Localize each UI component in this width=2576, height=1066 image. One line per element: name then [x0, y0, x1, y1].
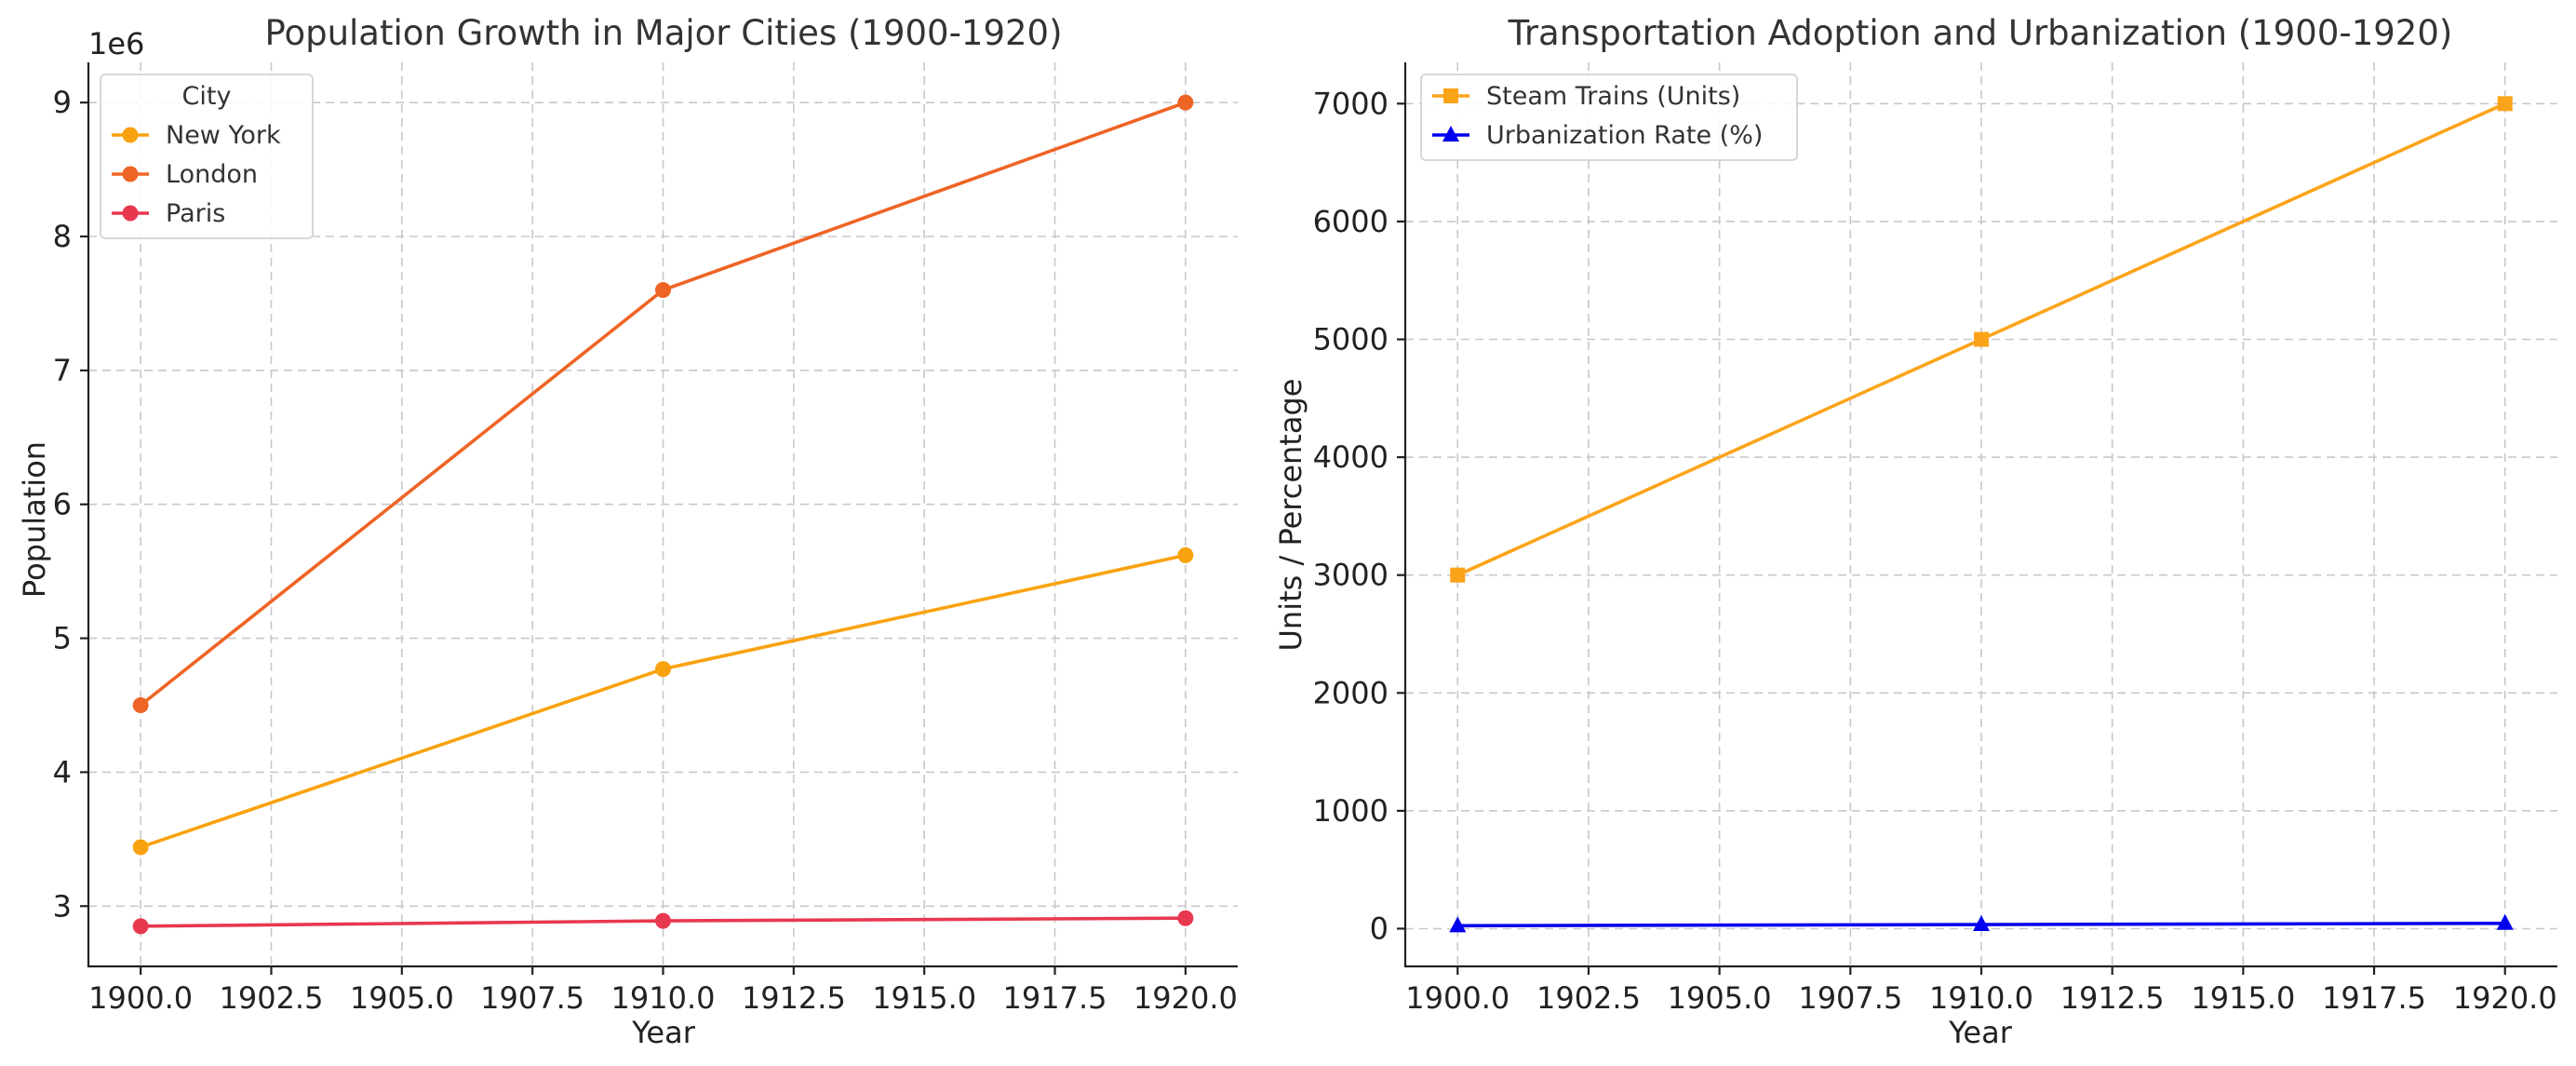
population-chart-legend-title: City — [182, 82, 232, 111]
population-chart-axis-spines — [87, 62, 1238, 968]
population-chart-ytick-label: 6 — [53, 487, 72, 522]
transportation-chart-ylabel: Units / Percentage — [1273, 379, 1308, 652]
population-chart-ytick-label: 7 — [53, 353, 72, 388]
population-chart-axes: 1900.0 1902.5 1905.0 1907.5 1910.0 1912.5 1915… — [53, 62, 1238, 1016]
transportation-chart-axis-spines — [1403, 62, 2557, 968]
transportation-chart-xtick-label: 1915.0 — [2191, 980, 2295, 1016]
population-chart-xtick-label: 1905.0 — [350, 980, 454, 1016]
population-chart-legend-marker — [122, 166, 139, 182]
transportation-chart-ytick-label: 4000 — [1313, 439, 1389, 475]
population-chart-xtick-label: 1912.5 — [742, 980, 846, 1016]
transportation-chart-ytick-label: 5000 — [1313, 322, 1389, 358]
population-chart-ylabel: Population — [17, 441, 52, 598]
transportation-chart-ytick-label: 3000 — [1313, 558, 1389, 593]
transportation-chart-axes: 1900.0 1902.5 1905.0 1907.5 1910.0 1912.5 1915… — [1313, 62, 2557, 1016]
population-chart-ytick-label: 5 — [53, 621, 72, 656]
population-chart: Population Growth in Major Cities (1900-… — [17, 13, 1238, 1050]
population-chart-legend-marker — [122, 127, 139, 143]
transportation-chart-series-steam-trains-units — [1450, 96, 2513, 583]
transportation-chart-legend-box — [1420, 74, 1798, 161]
population-chart-series-london — [132, 94, 1194, 713]
transportation-chart-ytick-label: 1000 — [1313, 793, 1389, 829]
transportation-chart-legend-label: Steam Trains (Units) — [1486, 82, 1740, 111]
transportation-chart-xtick-label: 1910.0 — [1929, 980, 2033, 1016]
population-chart-xtick-label: 1900.0 — [88, 980, 193, 1016]
population-chart-series — [132, 94, 1194, 935]
transportation-chart-point-steam-trains-units — [1974, 331, 1989, 347]
population-chart-legend-item-london: London — [112, 160, 258, 189]
transportation-chart-legend-marker — [1442, 126, 1459, 142]
population-chart-ytick-label: 8 — [53, 219, 72, 254]
population-chart-ytick-label: 4 — [53, 754, 72, 789]
population-chart-legend-box — [100, 74, 314, 239]
population-chart-point-new-york — [132, 839, 149, 856]
transportation-chart-point-steam-trains-units — [1450, 567, 1466, 583]
transportation-chart-legend-label: Urbanization Rate (%) — [1486, 121, 1763, 150]
population-chart-point-london — [132, 696, 149, 713]
population-chart-point-new-york — [655, 661, 671, 678]
transportation-chart-xtick-label: 1917.5 — [2322, 980, 2426, 1016]
transportation-chart-title: Transportation Adoption and Urbanization… — [1508, 13, 2453, 53]
population-chart-series-paris — [132, 910, 1194, 935]
transportation-chart-series-urbanization-rate — [1449, 913, 2514, 933]
transportation-chart-grid — [1405, 62, 2557, 966]
transportation-chart-xtick-label: 1900.0 — [1405, 980, 1509, 1016]
population-chart-xlabel: Year — [631, 1015, 696, 1050]
population-chart-point-paris — [1177, 910, 1194, 926]
population-chart-point-paris — [655, 912, 671, 929]
population-chart-legend-label: Paris — [166, 199, 225, 228]
population-chart-grid — [88, 62, 1238, 966]
population-chart-point-paris — [132, 918, 149, 935]
population-chart-series-new-york — [132, 546, 1194, 856]
population-chart-point-london — [1177, 94, 1194, 111]
transportation-chart-series — [1449, 96, 2514, 933]
transportation-chart-ytick-label: 7000 — [1313, 86, 1389, 121]
transportation-chart-point-steam-trains-units — [2497, 96, 2513, 112]
population-chart-legend-label: New York — [166, 121, 281, 150]
population-chart-title: Population Growth in Major Cities (1900-… — [264, 13, 1062, 53]
population-chart-offset-text: 1e6 — [88, 26, 144, 61]
population-chart-legend-item-paris: Paris — [112, 199, 225, 228]
population-chart-xtick-label: 1917.5 — [1003, 980, 1107, 1016]
population-chart-legend: City New York London Paris — [100, 74, 314, 239]
transportation-chart-legend-marker — [1443, 88, 1458, 103]
population-chart-xtick-label: 1915.0 — [872, 980, 976, 1016]
transportation-chart-legend: Steam Trains (Units) Urbanization Rate (%… — [1420, 74, 1798, 161]
population-chart-ytick-label: 3 — [53, 888, 72, 924]
transportation-chart-ytick-label: 0 — [1370, 911, 1389, 946]
population-chart-xtick-label: 1920.0 — [1134, 980, 1238, 1016]
population-chart-legend-label: London — [166, 160, 258, 189]
population-chart-point-new-york — [1177, 546, 1194, 563]
transportation-chart-xtick-label: 1907.5 — [1798, 980, 1902, 1016]
transportation-chart-xtick-label: 1920.0 — [2453, 980, 2557, 1016]
population-chart-xtick-label: 1907.5 — [480, 980, 584, 1016]
population-chart-legend-marker — [122, 205, 139, 222]
transportation-chart-ytick-label: 6000 — [1313, 204, 1389, 239]
population-chart-xtick-label: 1902.5 — [219, 980, 323, 1016]
transportation-chart-xtick-label: 1912.5 — [2060, 980, 2165, 1016]
population-chart-xtick-label: 1910.0 — [611, 980, 716, 1016]
transportation-chart-legend-item-steam-trains-units: Steam Trains (Units) — [1432, 82, 1740, 111]
transportation-chart-point-urbanization-rate — [1973, 915, 1990, 932]
transportation-chart-xtick-label: 1902.5 — [1536, 980, 1641, 1016]
transportation-chart-xlabel: Year — [1948, 1015, 2013, 1050]
transportation-chart: Transportation Adoption and Urbanization… — [1273, 13, 2557, 1050]
transportation-chart-ytick-label: 2000 — [1313, 675, 1389, 710]
transportation-chart-legend-item-urbanization-rate: Urbanization Rate (%) — [1432, 121, 1763, 150]
population-chart-legend-item-new-york: New York — [112, 121, 281, 150]
population-chart-point-london — [655, 282, 671, 299]
transportation-chart-point-urbanization-rate — [1449, 916, 1467, 933]
transportation-chart-xtick-label: 1905.0 — [1668, 980, 1772, 1016]
population-chart-ytick-label: 9 — [53, 85, 72, 120]
transportation-chart-point-urbanization-rate — [2496, 913, 2514, 930]
